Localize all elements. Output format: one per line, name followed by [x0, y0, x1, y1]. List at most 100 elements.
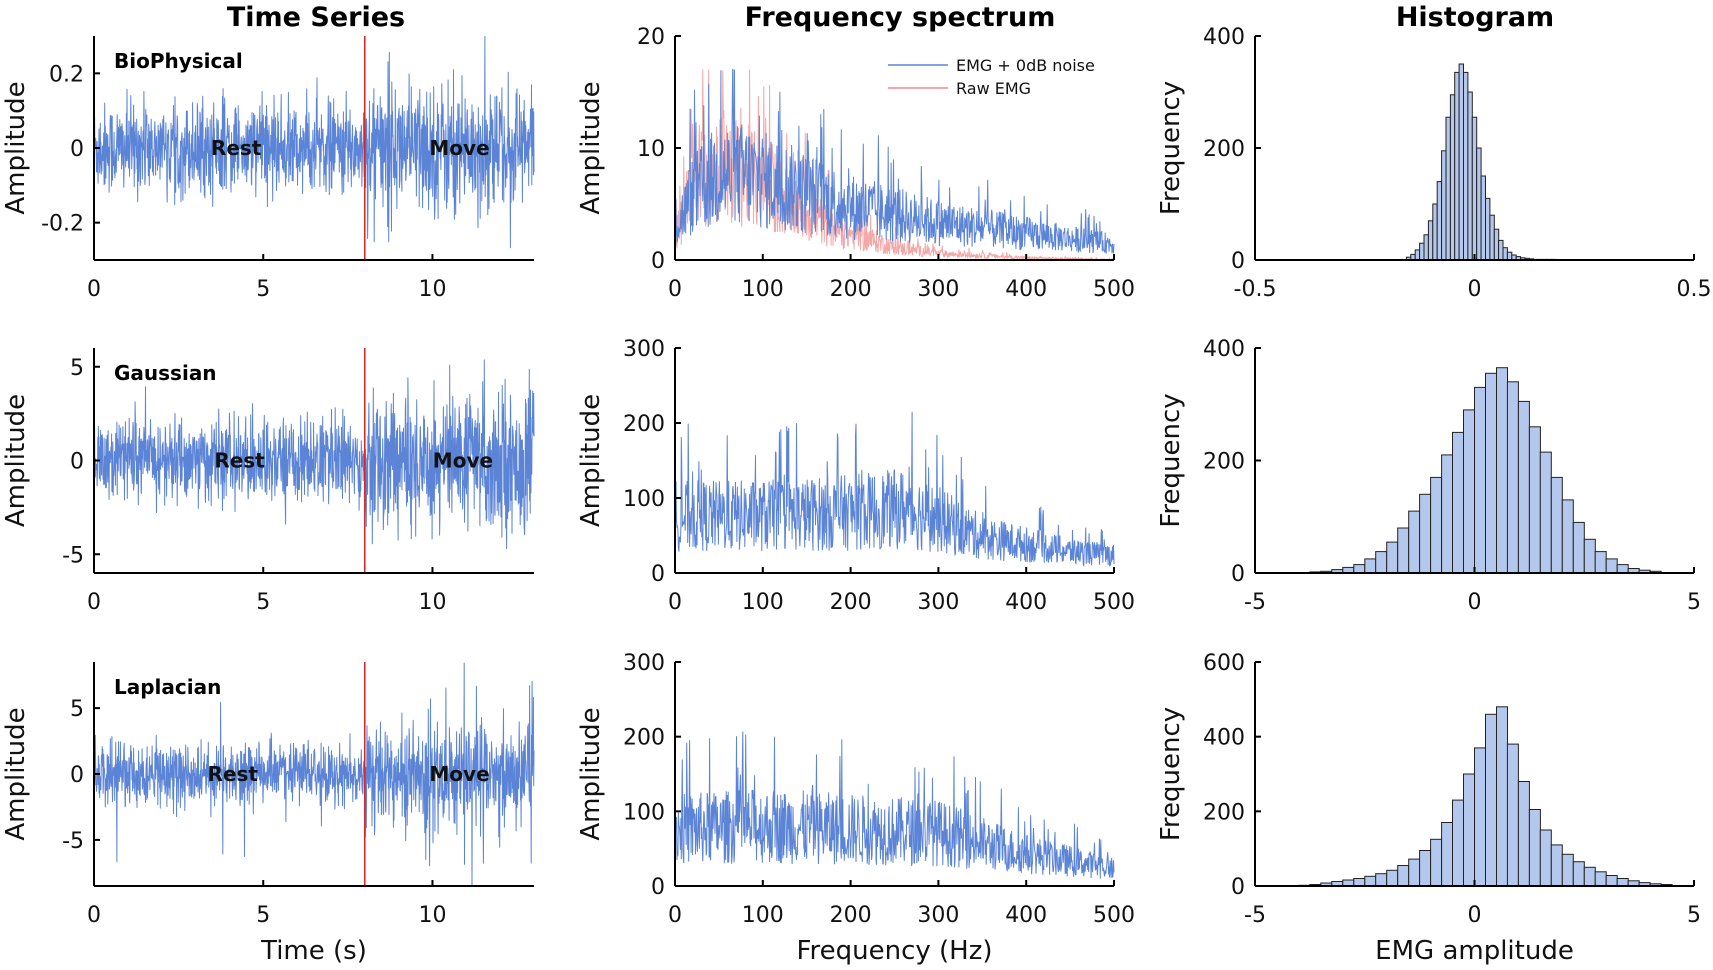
y-tick-label: 400	[1203, 25, 1245, 50]
y-tick-label: 200	[1203, 450, 1245, 475]
y-tick-label: 5	[70, 697, 84, 722]
y-axis-label: Amplitude	[1, 81, 31, 214]
x-tick-label: 10	[418, 903, 446, 928]
y-tick-label: 0.2	[49, 62, 84, 87]
annotation-rest: Rest	[208, 762, 259, 786]
histogram-bar	[1506, 251, 1513, 261]
annotation-rest: Rest	[214, 449, 265, 473]
x-tick-label: -5	[1244, 903, 1266, 928]
series-line-rest	[93, 77, 366, 208]
y-axis-label: Frequency	[1156, 393, 1186, 527]
x-tick-label: 0	[1468, 590, 1482, 615]
histogram-bar	[1485, 197, 1491, 261]
annotation-move: Move	[433, 449, 493, 473]
histogram-bar	[1539, 451, 1552, 574]
x-tick-label: 200	[830, 590, 872, 615]
x-tick-label: 5	[256, 590, 270, 615]
histogram-bar	[1414, 249, 1421, 261]
y-axis-label: Frequency	[1156, 707, 1186, 841]
y-tick-label: 100	[623, 800, 665, 825]
y-axis-label: Amplitude	[576, 707, 606, 840]
x-tick-label: -0.5	[1234, 277, 1277, 302]
histogram-bar	[1498, 239, 1504, 261]
annotation-rest: Rest	[211, 136, 262, 160]
y-axis-label: Amplitude	[576, 394, 606, 527]
histogram-bar	[1506, 743, 1519, 887]
histogram-bar	[1528, 809, 1541, 887]
histogram-bar	[1419, 850, 1432, 887]
x-tick-label: 100	[742, 903, 784, 928]
histogram-bar	[1375, 551, 1388, 574]
legend-label-1: Raw EMG	[956, 79, 1031, 98]
y-tick-label: 100	[623, 487, 665, 512]
histogram-bar	[1458, 63, 1464, 261]
y-tick-label: 0	[1231, 249, 1245, 274]
panel-label-biophysical: BioPhysical	[114, 49, 243, 73]
histogram-bar	[1430, 838, 1443, 887]
time-series-laplacian-plot: Rest Move 0 5 10 -5 0 5 Amplitude Time (s) Laplaci…	[1, 662, 535, 966]
histogram-bar	[1430, 476, 1443, 574]
x-tick-label: -5	[1244, 590, 1266, 615]
series-line-move	[364, 35, 535, 249]
histogram-bar	[1386, 541, 1399, 574]
histogram-bar	[1463, 71, 1469, 261]
x-tick-label: 0	[87, 903, 101, 928]
y-tick-label: 0	[70, 450, 84, 475]
x-tick-label: 0	[1468, 277, 1482, 302]
series-line-move	[364, 359, 535, 549]
y-axis-label: Amplitude	[1, 707, 31, 840]
x-tick-label: 10	[418, 277, 446, 302]
series-line-rest	[93, 386, 366, 525]
histogram-bar	[1550, 476, 1563, 574]
y-tick-label: 200	[623, 412, 665, 437]
series-line-emg	[674, 411, 1115, 567]
histogram-bar	[1496, 367, 1508, 574]
y-tick-label: 400	[1203, 337, 1245, 362]
frequency-spectrum-biophysical-plot: EMG + 0dB noise Raw EMG 0 100 200 300 400 500 0 1…	[576, 25, 1135, 302]
x-tick-label: 300	[917, 590, 959, 615]
x-tick-label: 500	[1093, 903, 1135, 928]
histogram-bar	[1436, 181, 1443, 261]
y-tick-label: 0	[70, 763, 84, 788]
x-tick-label: 10	[418, 590, 446, 615]
legend-label-0: EMG + 0dB noise	[956, 56, 1095, 75]
histogram-bar	[1583, 866, 1596, 887]
histogram-bar	[1480, 175, 1486, 261]
series-line-raw-emg	[674, 69, 1115, 261]
histogram-bar	[1375, 873, 1388, 887]
histogram-bar	[1463, 773, 1475, 887]
x-tick-label: 0	[87, 590, 101, 615]
frequency-spectrum-gaussian-plot: 0 100 200 300 400 500 0 100 200 300 Amplitude	[576, 337, 1135, 615]
x-tick-label: 500	[1093, 277, 1135, 302]
histogram-bar	[1471, 116, 1478, 261]
histogram-bar	[1489, 214, 1495, 261]
histogram-bar	[1452, 799, 1464, 887]
y-axis-label: Amplitude	[576, 81, 606, 214]
y-tick-label: 0	[651, 562, 665, 587]
histogram-bar	[1353, 564, 1366, 574]
x-tick-label: 5	[1687, 590, 1701, 615]
y-tick-label: 5	[70, 356, 84, 381]
histogram-bar	[1427, 220, 1434, 261]
histogram-bar	[1445, 116, 1451, 261]
histogram-bar	[1561, 853, 1574, 887]
x-tick-label: 0	[668, 590, 682, 615]
histogram-bar	[1605, 558, 1618, 574]
histogram-bar	[1454, 71, 1460, 261]
histogram-biophysical-plot: -0.5 0 0.5 0 200 400 Frequency	[1156, 25, 1712, 302]
x-tick-label: 100	[742, 590, 784, 615]
y-tick-label: 300	[623, 337, 665, 362]
histogram-bar	[1364, 875, 1377, 887]
x-tick-label: 100	[742, 277, 784, 302]
histogram-bar	[1594, 871, 1607, 887]
histogram-bar	[1496, 706, 1508, 887]
histogram-bar	[1441, 822, 1454, 887]
histogram-bar	[1616, 564, 1629, 574]
histogram-bar	[1441, 454, 1454, 574]
y-tick-label: 0	[70, 137, 84, 162]
histogram-bar	[1467, 91, 1473, 261]
histogram-bar	[1528, 426, 1541, 574]
time-series-biophysical-plot: Rest Move 0 5 10 -0.2 0 0.2 Amplitude BioPhysical	[1, 35, 535, 302]
y-tick-label: 200	[1203, 800, 1245, 825]
panel-label-laplacian: Laplacian	[114, 675, 221, 699]
